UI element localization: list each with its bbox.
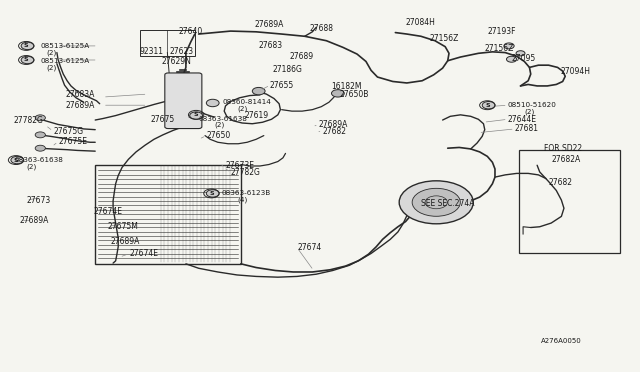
Text: 27650B: 27650B	[339, 90, 369, 99]
Circle shape	[206, 190, 219, 197]
Text: 27674E: 27674E	[94, 207, 123, 216]
Text: 27688: 27688	[309, 24, 333, 33]
Text: (2): (2)	[47, 49, 57, 56]
Circle shape	[332, 90, 344, 97]
Text: 27675E: 27675E	[58, 137, 87, 146]
Text: 27682A: 27682A	[551, 155, 580, 164]
Text: 27682: 27682	[548, 178, 573, 187]
Circle shape	[516, 51, 525, 56]
Text: 27782G: 27782G	[230, 168, 260, 177]
Circle shape	[35, 115, 45, 121]
Circle shape	[206, 99, 219, 107]
Circle shape	[252, 87, 265, 95]
Circle shape	[35, 145, 45, 151]
Text: 27689: 27689	[289, 52, 314, 61]
Bar	[519, 150, 620, 253]
Text: 27094H: 27094H	[560, 67, 590, 76]
Text: 27655: 27655	[269, 81, 294, 90]
Text: 27782G: 27782G	[13, 116, 44, 125]
Text: FOR SD22: FOR SD22	[543, 144, 582, 153]
Text: S: S	[13, 158, 19, 163]
Text: 08513-6125A: 08513-6125A	[40, 58, 90, 64]
Text: 27689A: 27689A	[111, 237, 140, 246]
Text: 27084H: 27084H	[406, 18, 435, 27]
Text: 08363-61638: 08363-61638	[198, 116, 248, 122]
Text: 27619: 27619	[244, 111, 269, 120]
Bar	[140, 30, 195, 56]
Circle shape	[21, 42, 34, 49]
Circle shape	[399, 181, 473, 224]
Circle shape	[189, 112, 202, 119]
Circle shape	[35, 132, 45, 138]
Text: 27689A: 27689A	[20, 217, 49, 225]
Text: 27689A: 27689A	[319, 120, 348, 129]
Text: 08363-6123B: 08363-6123B	[221, 190, 271, 196]
Text: 27689A: 27689A	[254, 20, 284, 29]
Text: (4): (4)	[237, 196, 247, 203]
Text: S: S	[24, 58, 29, 62]
Text: 16182M: 16182M	[332, 82, 362, 91]
Text: SEE SEC.274A: SEE SEC.274A	[421, 199, 474, 208]
Text: 27193F: 27193F	[487, 26, 516, 36]
Text: 27675G: 27675G	[53, 126, 83, 136]
Text: 27650: 27650	[206, 131, 230, 140]
Circle shape	[11, 156, 24, 164]
Text: 27156Z: 27156Z	[430, 34, 460, 43]
Text: 08363-61638: 08363-61638	[15, 157, 63, 163]
Circle shape	[506, 56, 516, 62]
Text: 27629N: 27629N	[162, 57, 191, 66]
Circle shape	[21, 56, 34, 64]
Circle shape	[412, 188, 460, 216]
Text: A276A0050: A276A0050	[541, 338, 582, 344]
Text: 08513-6125A: 08513-6125A	[40, 43, 90, 49]
Circle shape	[504, 43, 514, 49]
Text: 27683: 27683	[259, 41, 283, 51]
Text: S: S	[24, 44, 29, 48]
Bar	[95, 164, 241, 264]
Text: 27640: 27640	[179, 26, 203, 36]
Text: S: S	[485, 103, 490, 108]
Text: (2): (2)	[524, 109, 534, 115]
Text: S: S	[209, 191, 214, 196]
Text: (2): (2)	[47, 64, 57, 71]
Text: 27095: 27095	[511, 54, 536, 62]
Text: (2): (2)	[26, 163, 36, 170]
Text: 27623: 27623	[170, 47, 194, 56]
Circle shape	[482, 102, 495, 109]
Text: 27674E: 27674E	[130, 249, 159, 258]
Text: 27682: 27682	[323, 127, 346, 137]
Text: S: S	[194, 112, 198, 117]
Text: 92311: 92311	[140, 47, 164, 56]
Text: 27681: 27681	[515, 124, 539, 134]
Text: 27644E: 27644E	[508, 115, 537, 124]
Text: 27675: 27675	[150, 115, 174, 124]
Text: 27673: 27673	[26, 196, 51, 205]
Text: 27156Z: 27156Z	[484, 44, 514, 52]
Text: 27673E: 27673E	[225, 161, 255, 170]
Text: 27689A: 27689A	[66, 101, 95, 110]
Text: 08360-81414: 08360-81414	[223, 99, 272, 105]
Text: (2): (2)	[214, 122, 224, 128]
Text: 27675M: 27675M	[108, 222, 139, 231]
Text: 08510-51620: 08510-51620	[508, 102, 557, 108]
Text: 27186G: 27186G	[273, 65, 303, 74]
FancyBboxPatch shape	[165, 73, 202, 129]
Text: (2): (2)	[237, 106, 247, 112]
Text: 27674: 27674	[297, 243, 321, 252]
Text: 27683A: 27683A	[66, 90, 95, 99]
